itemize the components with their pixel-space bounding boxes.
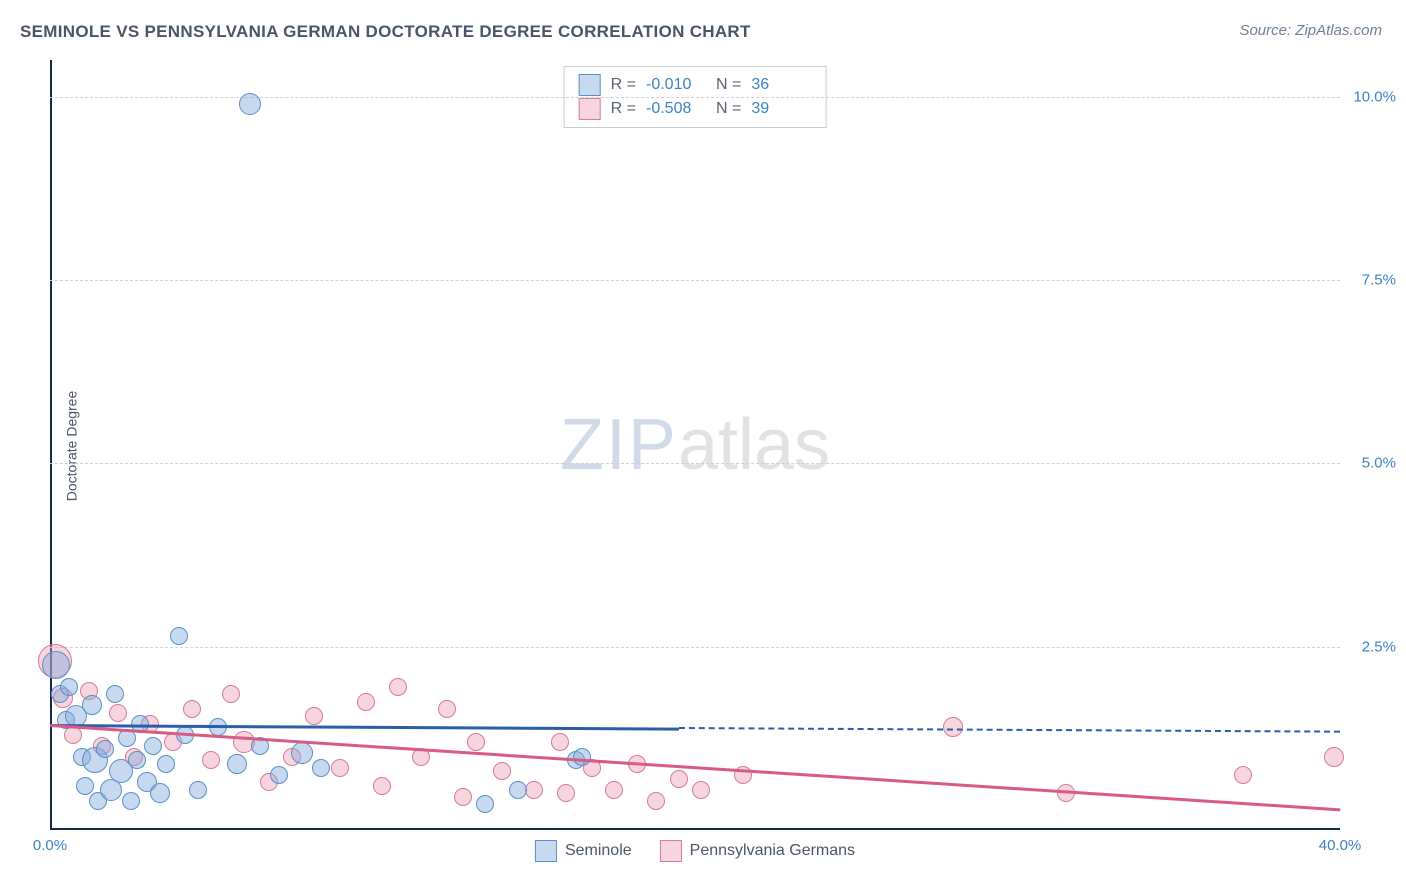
scatter-point-b <box>357 693 375 711</box>
scatter-point-b <box>647 792 665 810</box>
scatter-point-b <box>1324 747 1344 767</box>
bottom-legend: Seminole Pennsylvania Germans <box>535 840 855 862</box>
scatter-point-a <box>144 737 162 755</box>
scatter-point-b <box>1234 766 1252 784</box>
scatter-point-a <box>106 685 124 703</box>
gridline <box>50 647 1340 648</box>
scatter-point-b <box>467 733 485 751</box>
x-axis-line <box>50 828 1340 830</box>
trend-line-a-dashed <box>679 727 1340 733</box>
xtick-label: 40.0% <box>1319 837 1362 854</box>
scatter-point-a <box>189 781 207 799</box>
ytick-label: 7.5% <box>1362 272 1396 289</box>
y-axis-line <box>50 60 52 830</box>
watermark-zip: ZIP <box>560 405 678 485</box>
chart-title: SEMINOLE VS PENNSYLVANIA GERMAN DOCTORAT… <box>20 22 751 42</box>
scatter-point-a <box>82 695 102 715</box>
stat-r-value-b: -0.508 <box>646 97 706 121</box>
scatter-point-a <box>312 759 330 777</box>
scatter-point-b <box>202 751 220 769</box>
scatter-point-a <box>291 742 313 764</box>
scatter-point-b <box>605 781 623 799</box>
scatter-point-a <box>42 651 70 679</box>
scatter-point-a <box>239 93 261 115</box>
scatter-point-b <box>305 707 323 725</box>
stat-n-value-b: 39 <box>751 97 811 121</box>
scatter-point-b <box>525 781 543 799</box>
scatter-point-b <box>557 784 575 802</box>
scatter-point-b <box>438 700 456 718</box>
gridline <box>50 463 1340 464</box>
stat-n-label: N = <box>716 97 741 121</box>
stat-r-label: R = <box>611 73 636 97</box>
scatter-point-a <box>170 627 188 645</box>
stat-r-label: R = <box>611 97 636 121</box>
xtick-label: 0.0% <box>33 837 67 854</box>
scatter-point-b <box>222 685 240 703</box>
plot-area: ZIPatlas R = -0.010 N = 36 R = -0.508 N … <box>50 60 1340 830</box>
scatter-point-b <box>692 781 710 799</box>
legend-item-b: Pennsylvania Germans <box>660 840 855 862</box>
stat-n-value-a: 36 <box>751 73 811 97</box>
scatter-point-a <box>509 781 527 799</box>
stats-row-a: R = -0.010 N = 36 <box>579 73 812 97</box>
scatter-point-b <box>183 700 201 718</box>
legend-label-b: Pennsylvania Germans <box>690 842 855 860</box>
swatch-series-b <box>660 840 682 862</box>
ytick-label: 2.5% <box>1362 638 1396 655</box>
scatter-point-b <box>551 733 569 751</box>
scatter-point-a <box>573 748 591 766</box>
legend-item-a: Seminole <box>535 840 632 862</box>
scatter-point-a <box>122 792 140 810</box>
scatter-point-a <box>60 678 78 696</box>
legend-label-a: Seminole <box>565 842 632 860</box>
scatter-point-b <box>109 704 127 722</box>
ytick-label: 10.0% <box>1353 88 1396 105</box>
stat-r-value-a: -0.010 <box>646 73 706 97</box>
scatter-point-b <box>943 717 963 737</box>
scatter-point-a <box>227 754 247 774</box>
scatter-point-a <box>157 755 175 773</box>
stat-n-label: N = <box>716 73 741 97</box>
scatter-point-b <box>373 777 391 795</box>
scatter-point-b <box>493 762 511 780</box>
watermark-atlas: atlas <box>678 405 830 485</box>
chart-source: Source: ZipAtlas.com <box>1239 22 1382 39</box>
watermark: ZIPatlas <box>560 404 830 486</box>
ytick-label: 5.0% <box>1362 455 1396 472</box>
scatter-point-a <box>270 766 288 784</box>
swatch-series-a <box>535 840 557 862</box>
gridline <box>50 280 1340 281</box>
scatter-point-a <box>476 795 494 813</box>
stats-row-b: R = -0.508 N = 39 <box>579 97 812 121</box>
scatter-point-b <box>670 770 688 788</box>
scatter-point-a <box>150 783 170 803</box>
scatter-point-b <box>454 788 472 806</box>
scatter-point-a <box>128 751 146 769</box>
scatter-point-b <box>389 678 407 696</box>
swatch-series-b <box>579 98 601 120</box>
swatch-series-a <box>579 74 601 96</box>
scatter-point-a <box>96 740 114 758</box>
scatter-point-a <box>76 777 94 795</box>
scatter-point-b <box>331 759 349 777</box>
